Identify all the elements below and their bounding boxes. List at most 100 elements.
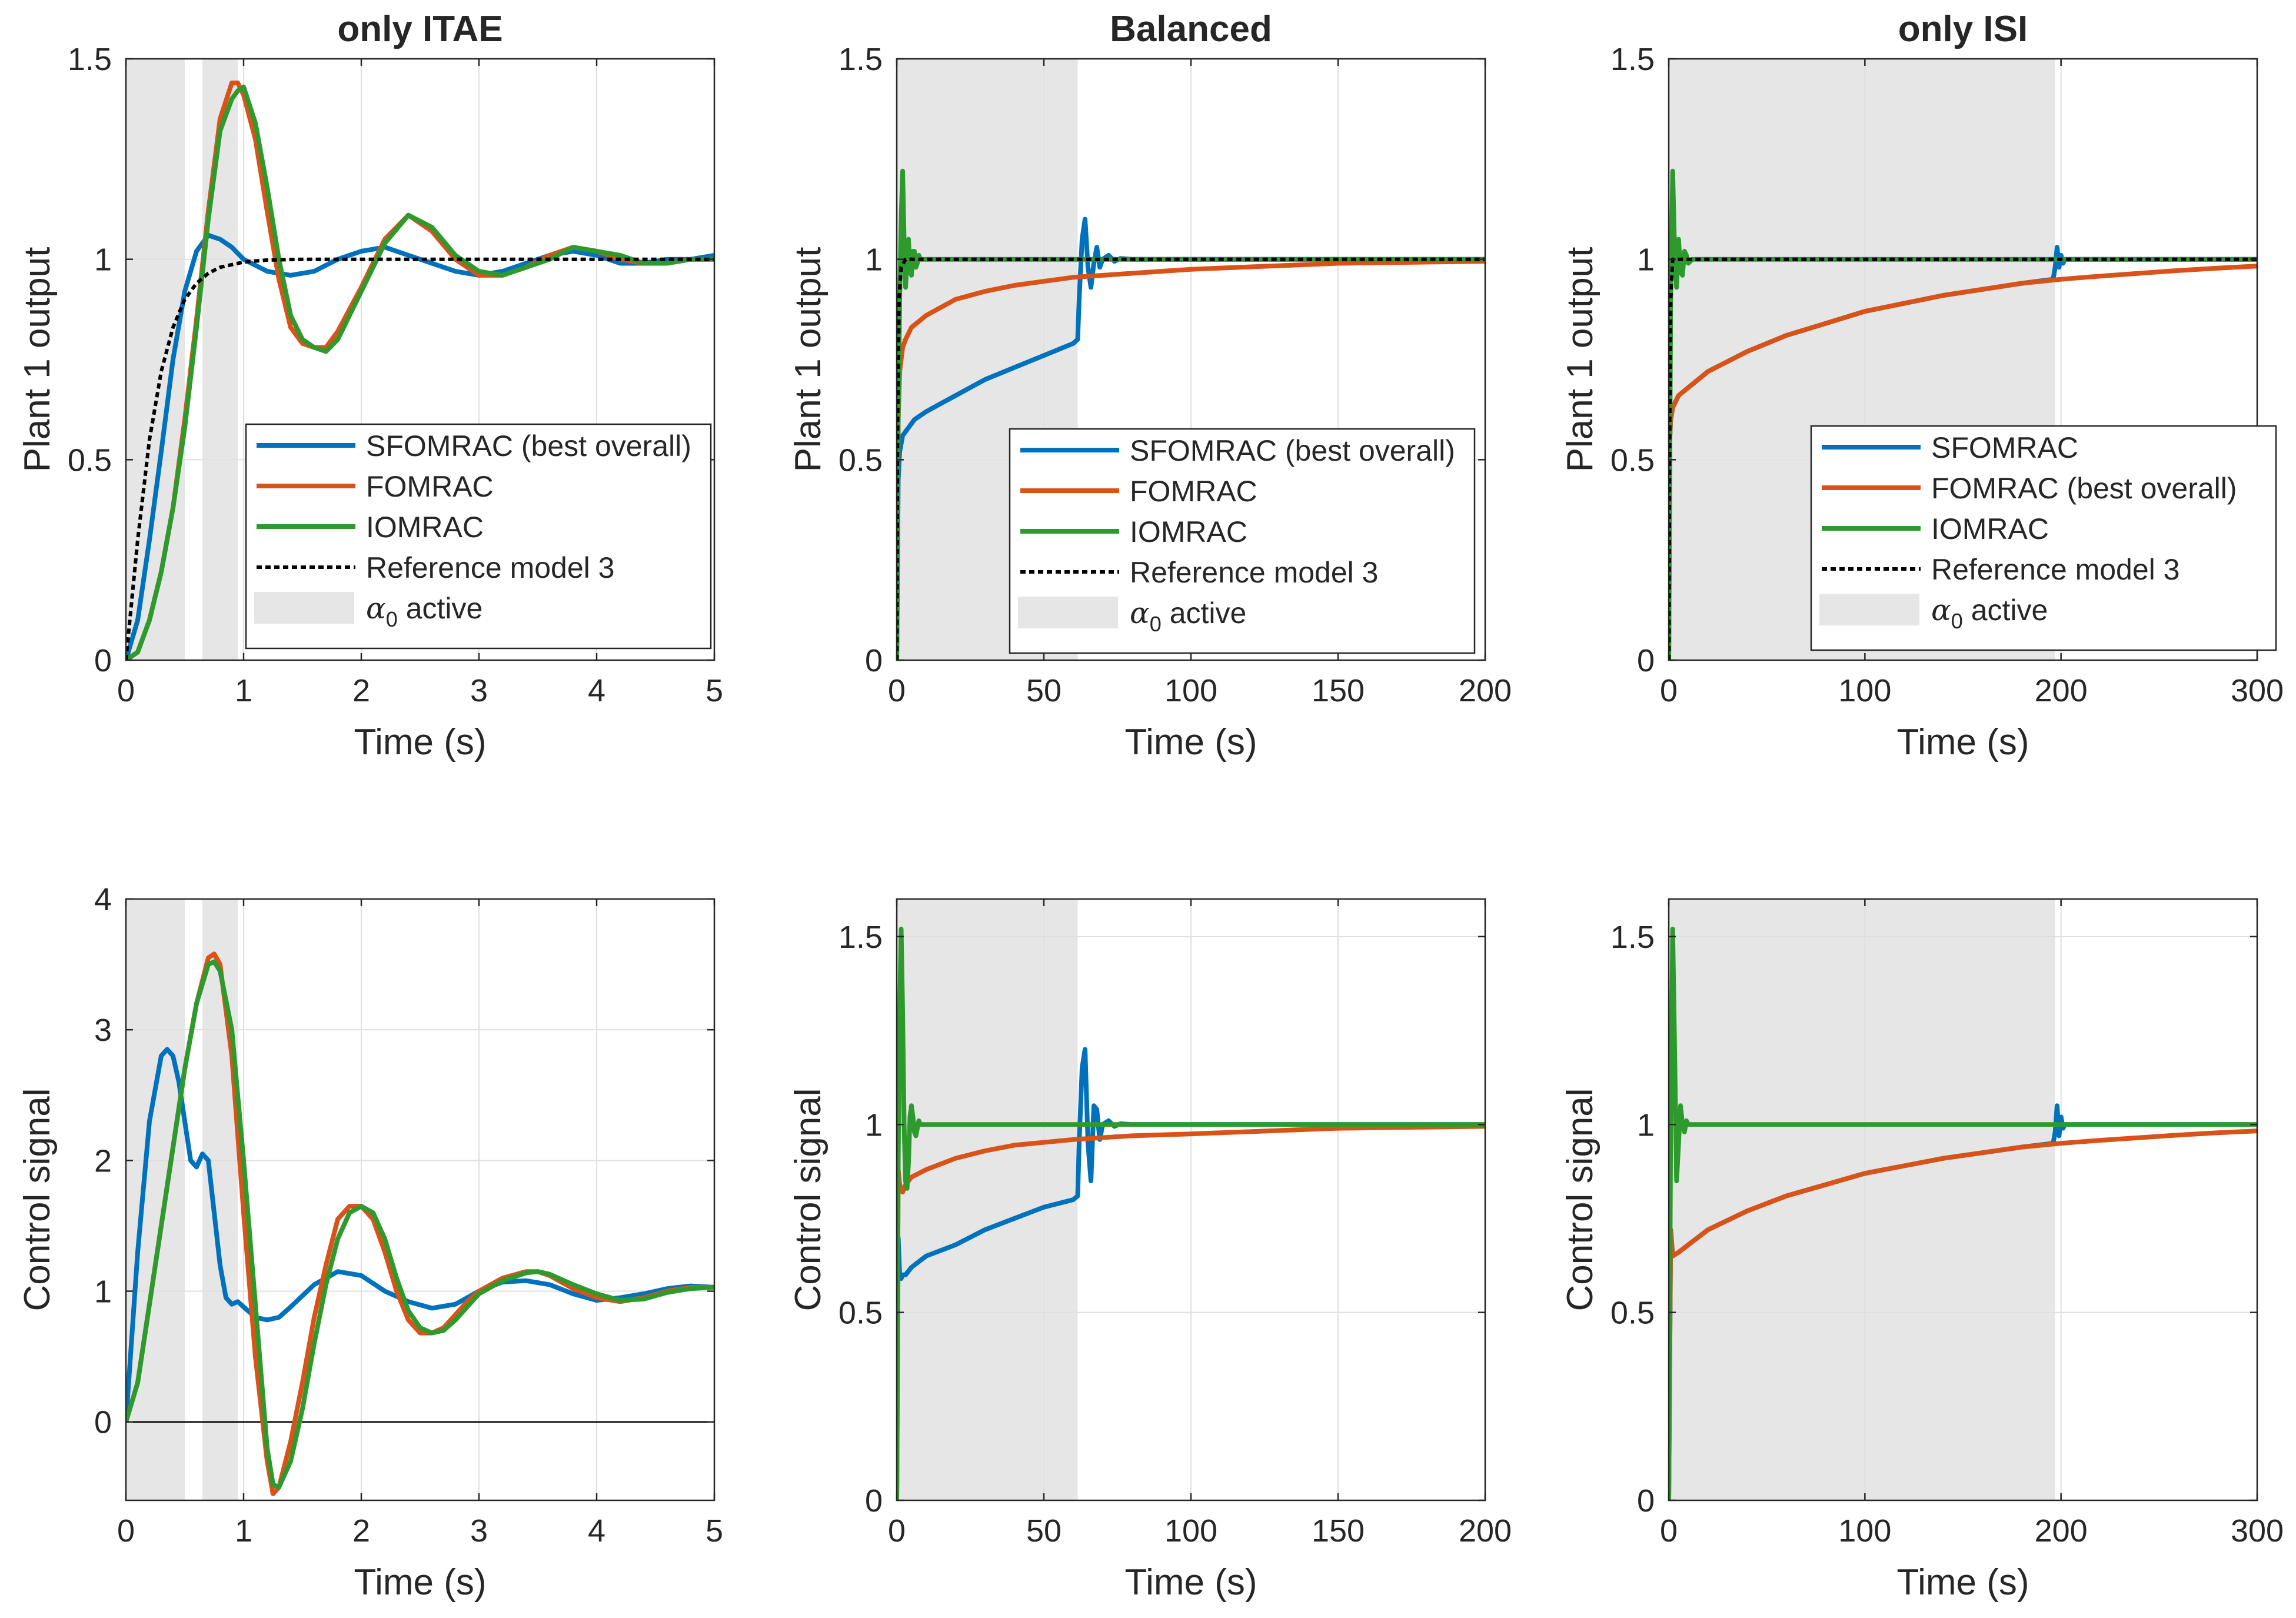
legend-label: IOMRAC <box>1130 515 1247 548</box>
series-line-iomrac <box>897 927 1485 1500</box>
x-tick-label: 3 <box>470 1513 488 1549</box>
y-tick-label: 1.5 <box>838 920 883 955</box>
legend-label: FOMRAC <box>1130 475 1257 508</box>
series-line-reference <box>897 257 1485 660</box>
y-tick-label: 1 <box>94 242 112 278</box>
axes-box <box>1668 898 2258 1502</box>
x-tick-label: 150 <box>1312 1513 1365 1549</box>
x-axis-label: Time (s) <box>1125 1562 1257 1603</box>
x-tick-label: 1 <box>235 1513 252 1549</box>
x-axis-label: Time (s) <box>1125 722 1257 763</box>
axes-box <box>125 58 716 661</box>
y-axis-label: Plant 1 output <box>1560 247 1600 472</box>
alpha-active-region <box>1669 899 2055 1500</box>
y-tick-label: 0.5 <box>838 442 883 478</box>
y-tick-label: 1.5 <box>838 42 883 77</box>
series-line-iomrac <box>1669 927 2257 1500</box>
x-tick-label: 100 <box>1838 673 1891 708</box>
x-tick-label: 4 <box>588 1513 605 1549</box>
y-axis-label: Plant 1 output <box>788 247 828 472</box>
y-tick-label: 1.5 <box>1610 42 1655 77</box>
y-axis-label: Control signal <box>1560 1088 1600 1311</box>
x-tick-label: 200 <box>1459 673 1512 708</box>
chart-p12: 0 50 100 150 200 0 0.5 1 1.5 Time (s) Plant 1 outp… <box>788 9 1512 763</box>
y-tick-label: 0.5 <box>1610 1296 1655 1331</box>
x-tick-label: 50 <box>1026 1513 1062 1549</box>
legend-label: Reference model 3 <box>1931 553 2179 586</box>
x-tick-label: 1 <box>235 673 252 708</box>
y-tick-label: 3 <box>94 1013 112 1048</box>
chart-p11: 0 1 2 3 4 5 0 0.5 1 1.5 Time (s) Plant 1 output only… <box>17 9 723 763</box>
series-line-fomrac <box>897 1124 1485 1500</box>
x-tick-label: 0 <box>1660 673 1678 708</box>
legend-label: FOMRAC <box>366 470 494 503</box>
legend-label: FOMRAC (best overall) <box>1931 472 2237 505</box>
x-axis-label: Time (s) <box>1897 1562 2029 1603</box>
y-tick-label: 0.5 <box>68 442 112 478</box>
y-tick-label: 1 <box>865 1107 883 1143</box>
y-tick-label: 0 <box>865 643 883 678</box>
x-tick-label: 100 <box>1164 1513 1217 1549</box>
x-tick-label: 2 <box>352 673 370 708</box>
x-axis-label: Time (s) <box>354 1562 487 1603</box>
series-line-fomrac <box>1669 1128 2257 1500</box>
axes-box <box>125 898 716 1502</box>
y-tick-label: 0.5 <box>838 1296 883 1331</box>
x-tick-label: 0 <box>888 673 906 708</box>
legend-label: IOMRAC <box>366 511 484 544</box>
y-axis-label: Control signal <box>788 1088 828 1311</box>
chart-p13: 0 100 200 300 0 0.5 1 1.5 Time (s) Plant 1 output… <box>1560 9 2284 763</box>
alpha-active-region <box>126 899 185 1500</box>
y-tick-label: 1 <box>865 242 883 278</box>
y-tick-label: 0 <box>94 643 112 678</box>
x-tick-label: 0 <box>117 673 135 708</box>
series-line-iomrac <box>126 84 714 660</box>
alpha-active-region <box>202 899 238 1500</box>
legend-swatch-alpha <box>254 592 354 624</box>
x-tick-label: 200 <box>2035 1513 2088 1549</box>
series-line-sfomrac <box>126 232 714 660</box>
y-tick-label: 2 <box>94 1143 112 1178</box>
y-tick-label: 1 <box>1637 242 1655 278</box>
x-tick-label: 4 <box>588 673 605 708</box>
x-tick-label: 150 <box>1312 673 1365 708</box>
y-tick-label: 1 <box>1637 1107 1655 1143</box>
legend-label: SFOMRAC (best overall) <box>1130 434 1455 467</box>
x-tick-label: 0 <box>1660 1513 1678 1549</box>
x-tick-label: 100 <box>1838 1513 1891 1549</box>
x-tick-label: 5 <box>706 673 723 708</box>
x-tick-label: 0 <box>117 1513 135 1549</box>
y-tick-label: 1.5 <box>1610 920 1655 955</box>
series-line-iomrac <box>126 959 714 1490</box>
x-tick-label: 5 <box>706 1513 723 1549</box>
y-tick-label: 1.5 <box>68 42 112 77</box>
y-tick-label: 0 <box>1637 1483 1655 1519</box>
legend-label: SFOMRAC <box>1931 431 2078 464</box>
chart-p23: 0 100 200 300 0 0.5 1 1.5 Time (s) Control signal <box>1560 898 2284 1603</box>
legend: SFOMRAC (best overall) FOMRAC IOMRAC Refere… <box>1009 428 1476 654</box>
legend-swatch-alpha <box>1819 594 1919 625</box>
legend-label: IOMRAC <box>1931 512 2049 545</box>
legend: SFOMRAC (best overall) FOMRAC IOMRAC Refere… <box>245 423 712 650</box>
x-tick-label: 100 <box>1164 673 1217 708</box>
chart-title: only ISI <box>1898 9 2028 49</box>
x-axis-label: Time (s) <box>354 722 487 763</box>
series-line-fomrac <box>1669 264 2257 660</box>
legend: SFOMRAC FOMRAC (best overall) IOMRAC Refere… <box>1810 425 2277 651</box>
axes-box <box>1668 58 2258 661</box>
y-axis-label: Control signal <box>17 1088 58 1311</box>
alpha-active-region <box>202 59 238 660</box>
legend-box <box>245 423 712 650</box>
legend-label-alpha: α0 active <box>366 591 483 631</box>
y-tick-label: 4 <box>94 882 112 917</box>
x-tick-label: 2 <box>352 1513 370 1549</box>
y-axis-label: Plant 1 output <box>17 247 58 472</box>
x-tick-label: 200 <box>1459 1513 1512 1549</box>
legend-label-alpha: α0 active <box>1130 596 1246 636</box>
x-tick-label: 3 <box>470 673 488 708</box>
x-tick-label: 200 <box>2035 673 2088 708</box>
legend-label: SFOMRAC (best overall) <box>366 430 691 462</box>
legend-swatch-alpha <box>1018 597 1118 628</box>
series-line-reference <box>126 257 714 660</box>
